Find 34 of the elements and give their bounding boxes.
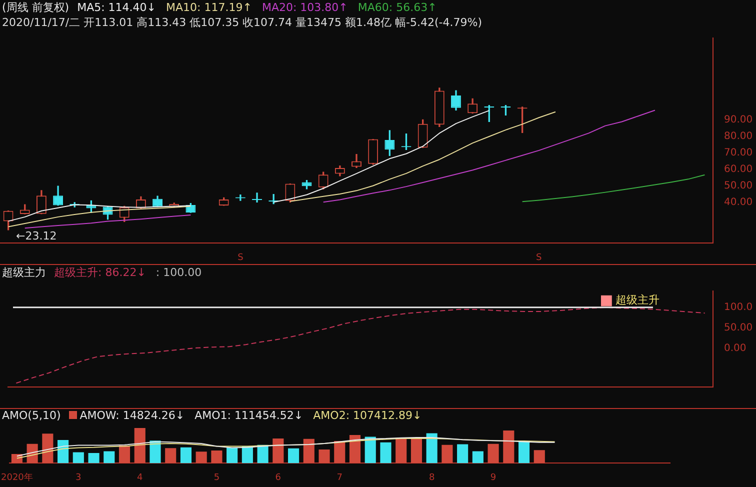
- text: MA5: 114.40↓: [77, 1, 156, 14]
- legend-label: AMOW: 14824.26↓: [78, 409, 185, 422]
- series-label: AMO1: 111454.52↓: [194, 409, 304, 422]
- y-tick-label: 100.0: [724, 302, 753, 313]
- series-label: AMO2: 107412.89↓: [313, 409, 422, 422]
- x-tick-label: 3: [76, 472, 82, 483]
- text: 超级主升: 86.22↓: [54, 266, 146, 279]
- x-tick-label: S: [238, 252, 244, 263]
- x-tick-label: 4: [137, 472, 144, 483]
- text: MA20: 103.80↑: [262, 1, 348, 14]
- text: MA60: 56.63↑: [358, 1, 437, 14]
- y-tick-label: 40.00: [724, 196, 753, 208]
- annotation: ←23.12: [16, 230, 57, 243]
- y-tick-label: 90.00: [724, 114, 753, 126]
- x-tick-label: 8: [428, 472, 435, 483]
- x-tick-label: 9: [490, 472, 496, 483]
- series-label: 超级主升: [615, 294, 660, 307]
- y-tick-label: 0.00: [724, 342, 746, 354]
- chart-title: 超级主力: [2, 266, 46, 279]
- y-tick-label: 50.00: [724, 180, 753, 192]
- chart-title: AMO(5,10): [2, 409, 61, 422]
- ref-line-label: : 100.00: [156, 266, 202, 279]
- y-tick-label: 60.00: [724, 164, 753, 175]
- y-tick-label: 50.00: [724, 322, 753, 334]
- chart-subtitle: 2020/11/17/二 开113.01 高113.43 低107.35 收107.74 量13475 额1.48亿 幅-5.42(-4.79%): [2, 15, 483, 30]
- y-tick-label: 70.00: [724, 148, 753, 159]
- x-tick-label: 6: [275, 472, 282, 483]
- x-tick-label: 5: [214, 472, 220, 483]
- chart-title: (周线 前复权): [2, 1, 70, 14]
- x-tick-label: 7: [336, 472, 342, 483]
- x-tick-label: S: [536, 252, 542, 263]
- x-tick-label: 2020年: [1, 472, 33, 483]
- text: MA10: 117.19↑: [166, 1, 252, 14]
- y-tick-label: 80.00: [724, 131, 753, 142]
